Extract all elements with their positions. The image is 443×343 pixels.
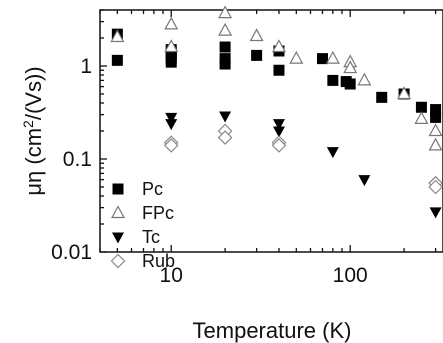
y-tick-label: 0.01 (51, 241, 92, 264)
y-tick-label: 1 (80, 55, 92, 78)
y-axis-title-suffix: /(Vs)) (21, 66, 46, 120)
legend-marker-tc (112, 233, 124, 244)
series-rub (165, 125, 442, 194)
data-point (251, 30, 263, 41)
legend-label-rub: Rub (142, 251, 175, 271)
data-point (327, 75, 338, 86)
data-point (112, 55, 123, 66)
data-point (358, 74, 370, 85)
x-axis-title: Temperature (K) (193, 318, 352, 343)
data-point (220, 59, 231, 70)
legend-label-pc: Pc (142, 179, 163, 199)
x-tick-label: 100 (333, 264, 368, 287)
data-point (219, 24, 231, 35)
data-point (376, 92, 387, 103)
legend-marker-pc (113, 184, 124, 195)
data-point (415, 112, 427, 123)
data-point (430, 207, 442, 218)
data-point (220, 42, 231, 53)
data-point (358, 175, 370, 186)
data-point (345, 79, 356, 90)
data-point (327, 147, 339, 158)
legend-label-fpc: FPc (142, 203, 174, 223)
legend: Pc FPc Tc Rub (112, 179, 176, 271)
data-point (165, 119, 177, 130)
data-point (219, 111, 231, 122)
data-point (416, 102, 427, 113)
data-point (251, 50, 262, 61)
data-point (317, 53, 328, 64)
data-point (430, 139, 442, 150)
data-point (290, 52, 302, 63)
data-point (273, 65, 284, 76)
data-point (430, 125, 442, 136)
data-point (219, 7, 231, 18)
series-tc (165, 111, 441, 218)
data-point (165, 18, 177, 29)
series-pc (112, 29, 441, 123)
y-axis-title-exponent: 2 (20, 120, 36, 128)
data-point (327, 52, 339, 63)
data-point (166, 57, 177, 68)
y-axis-title-prefix: μη (cm (21, 128, 46, 196)
legend-marker-rub (112, 255, 125, 268)
legend-marker-fpc (112, 207, 124, 218)
y-axis-title: μη (cm2/(Vs)) (20, 66, 46, 195)
y-tick-label: 0.1 (63, 148, 92, 171)
data-point (430, 112, 441, 123)
legend-label-tc: Tc (142, 227, 160, 247)
